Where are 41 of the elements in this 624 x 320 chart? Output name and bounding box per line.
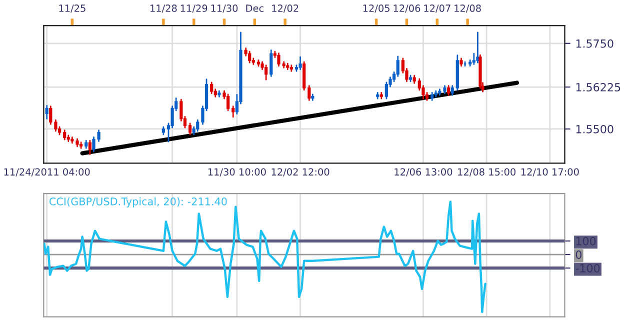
x-tick-label: 12/06 13:00 [394,168,452,176]
candlestick [88,140,92,155]
y-tick-label: 1.5750 [576,39,614,48]
x2-tick-label: Dec [246,4,264,12]
candlestick [450,85,454,96]
candlestick [49,106,52,125]
candlestick [188,122,192,136]
candlestick [277,52,280,67]
candlestick [210,82,214,94]
x2-tick-label: 12/02 [272,4,298,13]
y-tick-label: 1.56225 [576,83,620,92]
candlestick [196,119,200,132]
candlestick [45,105,48,120]
x-tick-label: 12/02 12:00 [272,168,330,176]
x2-tick-label: 12/07 [424,4,450,13]
candlestick [446,85,450,96]
x-tick-label: 12/08 15:00 [458,168,516,176]
candlestick [264,64,268,80]
x-tick-label: 11/24/2011 04:00 [4,168,90,176]
candlestick [270,50,273,77]
x2-tick-label: 11/30 [211,4,238,13]
x2-tick-label: 12/05 [363,4,390,13]
x2-tick-label: 12/08 [454,4,481,13]
chart-title: CCI(GBP/USD.Typical, 20): -211.40 [49,197,227,208]
x-tick-label: 11/30 10:00 [208,168,266,176]
x-tick-label: 12/10 17:00 [521,168,579,176]
candlestick [63,130,66,140]
x2-tick-label: 11/28 [150,4,177,13]
candlestick [476,32,480,64]
candlestick [308,85,311,101]
candlestick [302,61,306,91]
candlestick [232,106,235,118]
candlestick [248,50,252,64]
x2-tick-label: 12/06 [394,4,420,13]
x2-tick-label: 11/25 [59,4,86,13]
candlestick [226,94,230,112]
x2-tick-label: 11/29 [180,4,208,13]
ref-line-label: 0 [576,250,582,259]
candlestick [54,119,58,132]
y-tick-label: 1.5500 [576,124,614,134]
candlestick [298,56,302,70]
